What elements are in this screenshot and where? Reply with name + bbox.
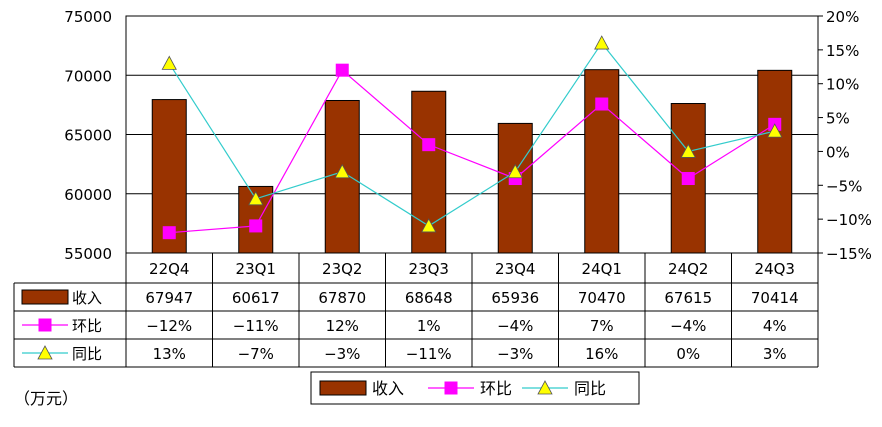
line-series: [161, 35, 783, 240]
table-cell: 67870: [318, 289, 366, 307]
qoq-marker: [162, 226, 176, 240]
yoy-marker: [248, 190, 264, 206]
table-cell: −3%: [497, 345, 533, 363]
qoq-marker: [38, 318, 52, 332]
qoq-marker: [595, 97, 609, 111]
category-label: 23Q4: [495, 260, 535, 278]
table-cell: 68648: [405, 289, 453, 307]
table-row-name: 环比: [72, 317, 102, 335]
grid-lines: [126, 74, 818, 195]
table-cell: −7%: [238, 345, 274, 363]
qoq-marker: [444, 381, 458, 395]
right-axis-tick-label: −15%: [826, 245, 872, 263]
category-label: 23Q2: [322, 260, 362, 278]
right-axis-tick-label: 10%: [826, 76, 859, 94]
table-cell: 7%: [590, 317, 614, 335]
left-axis-tick-label: 70000: [64, 67, 112, 85]
right-axis-ticks: −15% −10% −5% 0% 5% 10% 15% 20%: [826, 8, 872, 263]
left-axis-tick-label: 60000: [64, 186, 112, 204]
right-axis-tick-label: 5%: [826, 110, 850, 128]
table-cell: 13%: [153, 345, 186, 363]
right-axis-tick-label: 0%: [826, 143, 850, 161]
yoy-marker: [767, 123, 783, 138]
table-cell: 60617: [232, 289, 280, 307]
table-cell: 65936: [491, 289, 539, 307]
right-axis-tick-label: 15%: [826, 42, 859, 60]
qoq-marker: [681, 172, 695, 186]
category-label: 24Q1: [582, 260, 622, 278]
yoy-marker: [421, 218, 437, 233]
table-cell: −12%: [146, 317, 192, 335]
table-cell: 16%: [585, 345, 618, 363]
category-label: 24Q3: [755, 260, 795, 278]
unit-label: （万元）: [14, 389, 78, 408]
table-cell: −11%: [406, 345, 452, 363]
legend-bar-key: [319, 380, 367, 396]
legend: 收入 环比 同比: [310, 371, 640, 405]
table-cell: 12%: [326, 317, 359, 335]
yoy-marker: [334, 163, 350, 179]
yoy-line: [168, 42, 775, 227]
category-label: 23Q3: [409, 260, 449, 278]
legend-label: 收入: [372, 379, 404, 398]
table-row-name: 同比: [72, 345, 102, 363]
table-cell: 3%: [763, 345, 787, 363]
yoy-marker: [680, 143, 696, 158]
revenue-bar: [757, 69, 793, 254]
table-cell: 4%: [763, 317, 787, 335]
table-cell: −3%: [324, 345, 360, 363]
yoy-marker: [37, 345, 53, 360]
qoq-marker: [422, 138, 436, 152]
left-axis-tick-label: 75000: [64, 8, 112, 26]
table-cell: −11%: [233, 317, 279, 335]
qoq-marker: [249, 219, 263, 233]
yoy-marker: [537, 380, 553, 395]
table-cell: 1%: [417, 317, 441, 335]
table-cell: 70470: [578, 289, 626, 307]
table-row-key-bar-key: [21, 289, 69, 305]
yoy-marker: [161, 55, 177, 70]
qoq-line: [169, 69, 776, 234]
left-axis-tick-label: 55000: [64, 245, 112, 263]
revenue-bar: [497, 122, 533, 254]
right-axis-tick-label: 20%: [826, 8, 859, 26]
right-axis-tick-label: −10%: [826, 211, 872, 229]
category-label: 24Q2: [668, 260, 708, 278]
left-axis-ticks: 55000 60000 65000 70000 75000: [64, 8, 112, 263]
data-table: 22Q4 23Q1 23Q2 23Q3 23Q4 24Q1 24Q2 24Q3 收入 67947 6…: [13, 252, 819, 368]
qoq-marker: [335, 63, 349, 77]
left-axis-tick-label: 65000: [64, 127, 112, 145]
table-cell: 70414: [751, 289, 799, 307]
yoy-marker: [507, 163, 523, 179]
category-label: 23Q1: [236, 260, 276, 278]
category-label: 22Q4: [149, 260, 189, 278]
right-axis-tick-label: −5%: [826, 177, 862, 195]
table-row-name: 收入: [72, 289, 102, 307]
table-cell: −4%: [670, 317, 706, 335]
table-cell: −4%: [497, 317, 533, 335]
legend-label: 同比: [574, 379, 606, 398]
table-cell: 67615: [664, 289, 712, 307]
yoy-marker: [594, 35, 610, 50]
revenue-bar: [584, 69, 620, 254]
legend-label: 环比: [480, 379, 512, 398]
table-cell: 0%: [676, 345, 700, 363]
table-cell: 67947: [145, 289, 193, 307]
